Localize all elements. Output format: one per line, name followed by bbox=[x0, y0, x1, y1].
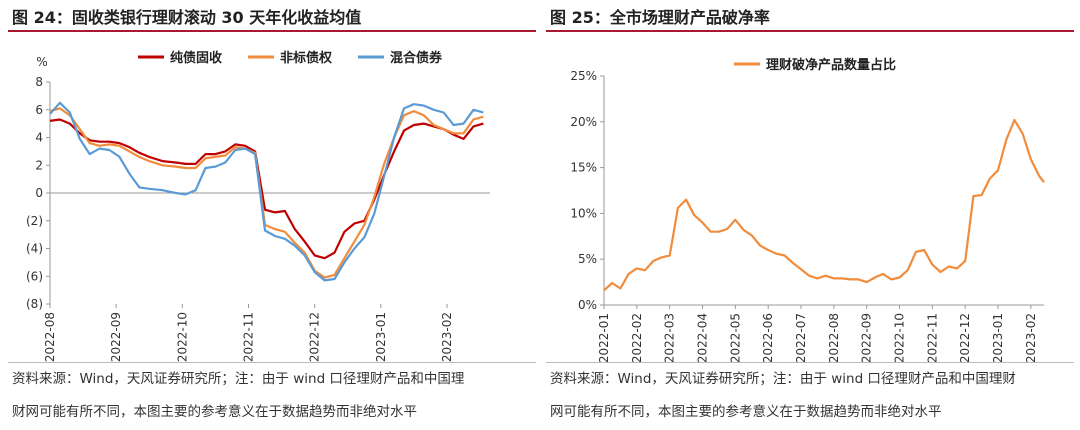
left-y-tick-label: (6) bbox=[26, 269, 43, 283]
left-x-tick-label: 2022-08 bbox=[43, 312, 57, 362]
right-x-tick-label: 2022-11 bbox=[925, 313, 939, 362]
right-chart-title: 图 25：全市场理财产品破净率 bbox=[550, 8, 770, 27]
left-legend-label-1: 纯债固收 bbox=[170, 50, 223, 66]
right-legend-label-1: 理财破净产品数量占比 bbox=[766, 57, 896, 73]
right-y-tick-label: 5% bbox=[578, 252, 597, 266]
left-legend-label-2: 非标债权 bbox=[280, 50, 333, 66]
left-title-bar: 图 24：固收类银行理财滚动 30 天年化收益均值 bbox=[8, 0, 536, 32]
right-source-note-line2: 网可能有所不同，本图主要的参考意义在于数据趋势而非绝对水平 bbox=[550, 404, 942, 420]
right-divider bbox=[546, 362, 1074, 363]
right-y-tick-label: 10% bbox=[570, 206, 597, 220]
left-x-tick-label: 2022-12 bbox=[308, 312, 322, 362]
right-x-tick-label: 2022-03 bbox=[663, 313, 677, 362]
left-y-tick-label: 2 bbox=[35, 158, 43, 172]
left-y-tick-label: 4 bbox=[35, 131, 43, 145]
right-x-tick-label: 2022-12 bbox=[958, 313, 972, 362]
left-y-tick-label: 6 bbox=[35, 103, 43, 117]
left-line-chart: 8 6 4 2 0 (2) (4) (6) (8)2022-08 2022-09 2022-10 20… bbox=[26, 50, 490, 362]
right-y-tick-label: 25% bbox=[570, 69, 597, 83]
left-series-line-1 bbox=[49, 118, 484, 260]
left-y-tick-label: (8) bbox=[26, 297, 43, 311]
right-x-tick-label: 2022-01 bbox=[597, 313, 611, 362]
left-unit-label: % bbox=[36, 55, 47, 69]
right-x-tick-label: 2022-10 bbox=[893, 313, 907, 362]
right-x-tick-label: 2022-07 bbox=[794, 313, 808, 362]
right-x-tick-label: 2022-05 bbox=[728, 313, 742, 362]
right-y-tick-label: 20% bbox=[570, 115, 597, 129]
left-x-tick-label: 2023-01 bbox=[374, 312, 388, 362]
left-series-line-2 bbox=[49, 107, 484, 279]
left-divider bbox=[8, 362, 536, 363]
right-source-note-line1: 资料来源：Wind，天风证券研究所；注：由于 wind 口径理财产品和中国理财 bbox=[550, 371, 1016, 387]
left-x-tick-label: 2022-10 bbox=[175, 312, 189, 362]
left-x-tick-label: 2023-02 bbox=[440, 312, 454, 362]
right-x-tick-label: 2023-02 bbox=[1024, 313, 1038, 362]
right-y-tick-label: 15% bbox=[570, 161, 597, 175]
left-legend-label-3: 混合债券 bbox=[390, 50, 443, 66]
left-chart-title: 图 24：固收类银行理财滚动 30 天年化收益均值 bbox=[12, 8, 362, 27]
right-x-tick-label: 2022-04 bbox=[696, 313, 710, 362]
left-y-tick-label: 0 bbox=[35, 186, 43, 200]
left-x-tick-label: 2022-09 bbox=[109, 312, 123, 362]
left-source-note-line1: 资料来源：Wind，天风证券研究所；注：由于 wind 口径理财产品和中国理 bbox=[12, 371, 465, 387]
right-title-bar: 图 25：全市场理财产品破净率 bbox=[546, 0, 1074, 32]
right-x-tick-label: 2022-02 bbox=[630, 313, 644, 362]
right-x-tick-label: 2022-08 bbox=[827, 313, 841, 362]
left-y-tick-label: (2) bbox=[26, 214, 43, 228]
right-line-chart: 0% 5% 10% 15% 20% 25% 2022-01 2022-02 2022-03 202… bbox=[570, 57, 1045, 362]
right-x-tick-label: 2022-06 bbox=[761, 313, 775, 362]
left-source-note-line2: 财网可能有所不同，本图主要的参考意义在于数据趋势而非绝对水平 bbox=[12, 404, 417, 420]
right-y-tick-label: 0% bbox=[578, 298, 597, 312]
right-x-tick-label: 2023-01 bbox=[991, 313, 1005, 362]
right-x-tick-label: 2022-09 bbox=[860, 313, 874, 362]
left-x-tick-label: 2022-11 bbox=[241, 312, 255, 362]
left-panel: 图 24：固收类银行理财滚动 30 天年化收益均值 8 6 4 2 0 (2) (4) (6)… bbox=[8, 0, 536, 430]
left-y-tick-label: (4) bbox=[26, 242, 43, 256]
left-series-line-3 bbox=[49, 101, 484, 282]
left-y-tick-label: 8 bbox=[35, 75, 43, 89]
right-series-line-1 bbox=[603, 118, 1045, 292]
right-panel: 图 25：全市场理财产品破净率 0% 5% 10% 15% 20% 25% 2022-01 2… bbox=[546, 0, 1074, 430]
